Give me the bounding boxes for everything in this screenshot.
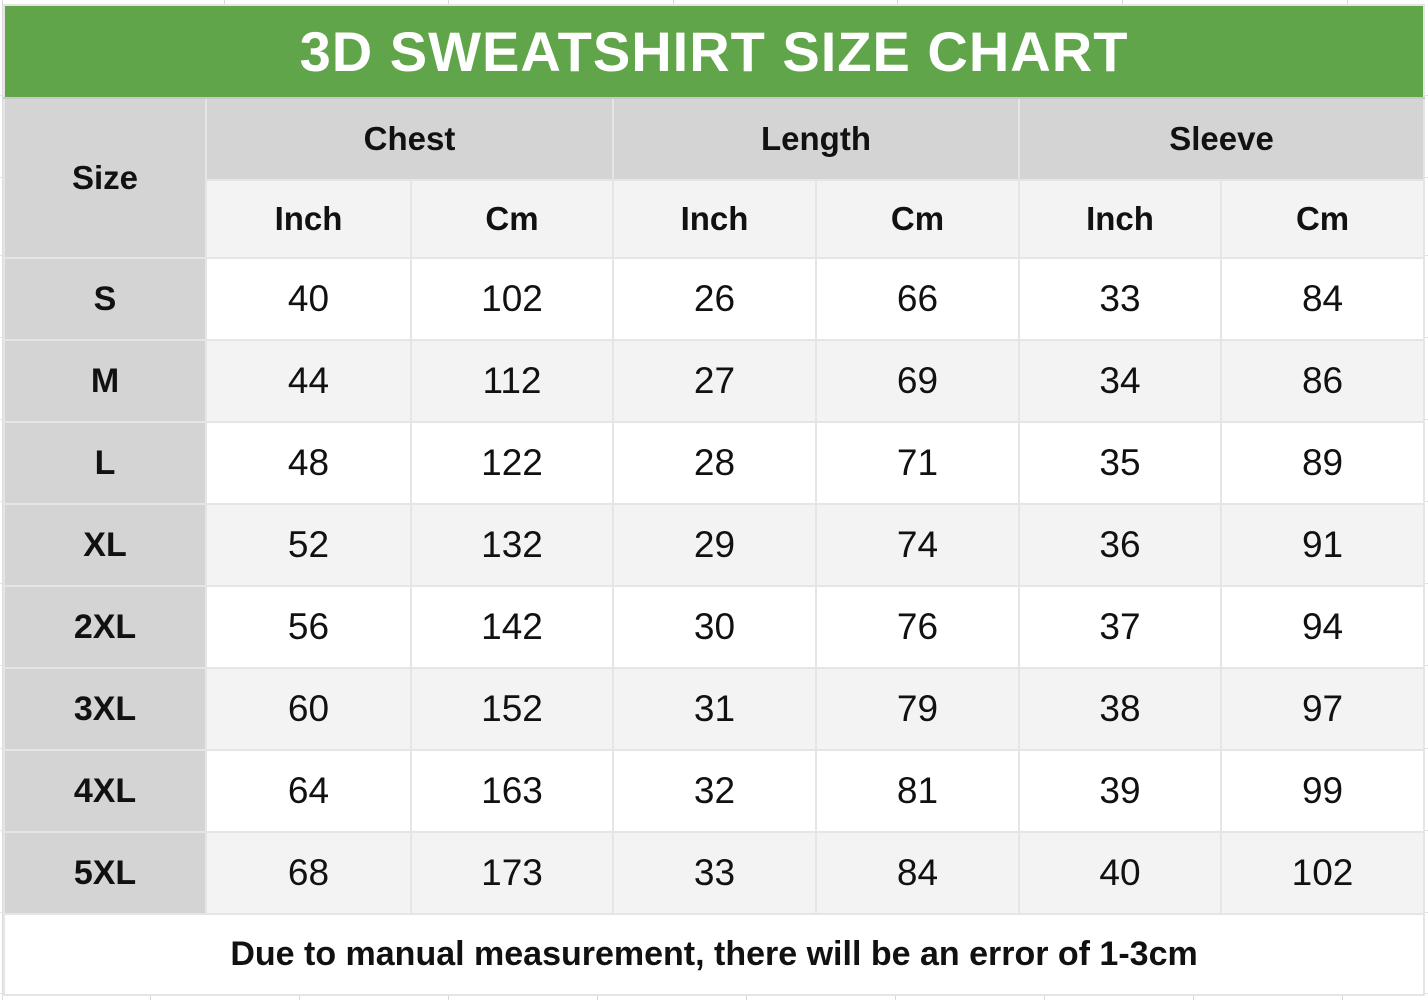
value-cell: 34 xyxy=(1018,339,1222,423)
value-cell: 29 xyxy=(612,503,817,587)
value-cell: 79 xyxy=(815,667,1020,751)
value-cell: 32 xyxy=(612,749,817,833)
background-gridline xyxy=(448,0,449,4)
chart-title: 3D SWEATSHIRT SIZE CHART xyxy=(2,4,1426,99)
background-gridline xyxy=(1347,0,1348,4)
value-cell: 71 xyxy=(815,421,1020,505)
background-gridline xyxy=(673,0,674,4)
col-group-length: Length xyxy=(612,97,1020,181)
value-cell: 26 xyxy=(612,257,817,341)
value-cell: 97 xyxy=(1219,667,1426,751)
table-row-l: L 48 122 28 71 35 89 xyxy=(3,421,1426,505)
table-row-5xl: 5XL 68 173 33 84 40 102 xyxy=(3,831,1426,915)
value-cell: 48 xyxy=(205,421,412,505)
value-cell: 84 xyxy=(815,831,1020,915)
table-row-xl: XL 52 132 29 74 36 91 xyxy=(3,503,1426,587)
size-label: XL xyxy=(3,503,207,587)
table-row-s: S 40 102 26 66 33 84 xyxy=(3,257,1426,341)
background-gridline xyxy=(299,994,300,1000)
size-label: L xyxy=(3,421,207,505)
col-header-length-inch: Inch xyxy=(612,179,817,259)
value-cell: 39 xyxy=(1018,749,1222,833)
table-row-4xl: 4XL 64 163 32 81 39 99 xyxy=(3,749,1426,833)
background-gridline xyxy=(895,994,896,1000)
size-label: 2XL xyxy=(3,585,207,669)
value-cell: 52 xyxy=(205,503,412,587)
value-cell: 81 xyxy=(815,749,1020,833)
col-group-sleeve: Sleeve xyxy=(1017,97,1426,181)
value-cell: 74 xyxy=(815,503,1020,587)
value-cell: 152 xyxy=(410,667,614,751)
size-label: 4XL xyxy=(3,749,207,833)
value-cell: 35 xyxy=(1018,421,1222,505)
value-cell: 64 xyxy=(205,749,412,833)
value-cell: 163 xyxy=(410,749,614,833)
value-cell: 28 xyxy=(612,421,817,505)
value-cell: 38 xyxy=(1018,667,1222,751)
col-group-chest: Chest xyxy=(205,97,614,181)
value-cell: 173 xyxy=(410,831,614,915)
size-label: M xyxy=(3,339,207,423)
size-chart-table: 3D SWEATSHIRT SIZE CHART Size Chest Leng… xyxy=(2,4,1426,996)
col-header-chest-cm: Cm xyxy=(410,179,614,259)
background-gridline xyxy=(224,0,225,4)
background-gridline xyxy=(1193,994,1194,1000)
value-cell: 99 xyxy=(1219,749,1426,833)
value-cell: 31 xyxy=(612,667,817,751)
value-cell: 33 xyxy=(612,831,817,915)
value-cell: 56 xyxy=(205,585,412,669)
value-cell: 36 xyxy=(1018,503,1222,587)
value-cell: 68 xyxy=(205,831,412,915)
table-row-2xl: 2XL 56 142 30 76 37 94 xyxy=(3,585,1426,669)
value-cell: 94 xyxy=(1219,585,1426,669)
value-cell: 44 xyxy=(205,339,412,423)
col-header-length-cm: Cm xyxy=(815,179,1020,259)
background-gridline xyxy=(150,994,151,1000)
value-cell: 27 xyxy=(612,339,817,423)
table-row-3xl: 3XL 60 152 31 79 38 97 xyxy=(3,667,1426,751)
value-cell: 66 xyxy=(815,257,1020,341)
col-header-chest-inch: Inch xyxy=(205,179,412,259)
col-header-sleeve-cm: Cm xyxy=(1219,179,1426,259)
value-cell: 76 xyxy=(815,585,1020,669)
col-header-size: Size xyxy=(3,97,207,259)
value-cell: 30 xyxy=(612,585,817,669)
value-cell: 102 xyxy=(410,257,614,341)
value-cell: 132 xyxy=(410,503,614,587)
background-gridline xyxy=(448,994,449,1000)
value-cell: 91 xyxy=(1219,503,1426,587)
size-label: S xyxy=(3,257,207,341)
value-cell: 86 xyxy=(1219,339,1426,423)
value-cell: 142 xyxy=(410,585,614,669)
value-cell: 89 xyxy=(1219,421,1426,505)
value-cell: 40 xyxy=(1018,831,1222,915)
value-cell: 37 xyxy=(1018,585,1222,669)
background-gridline xyxy=(897,0,898,4)
value-cell: 102 xyxy=(1219,831,1426,915)
table-row-m: M 44 112 27 69 34 86 xyxy=(3,339,1426,423)
value-cell: 40 xyxy=(205,257,412,341)
measurement-error-note: Due to manual measurement, there will be… xyxy=(2,913,1426,996)
background-gridline xyxy=(746,994,747,1000)
background-gridline xyxy=(2,0,3,1000)
background-gridline xyxy=(597,994,598,1000)
background-gridline xyxy=(1044,994,1045,1000)
value-cell: 33 xyxy=(1018,257,1222,341)
value-cell: 112 xyxy=(410,339,614,423)
size-label: 5XL xyxy=(3,831,207,915)
value-cell: 122 xyxy=(410,421,614,505)
value-cell: 69 xyxy=(815,339,1020,423)
size-label: 3XL xyxy=(3,667,207,751)
value-cell: 60 xyxy=(205,667,412,751)
value-cell: 84 xyxy=(1219,257,1426,341)
background-gridline xyxy=(1122,0,1123,4)
col-header-sleeve-inch: Inch xyxy=(1018,179,1222,259)
background-gridline xyxy=(1342,994,1343,1000)
